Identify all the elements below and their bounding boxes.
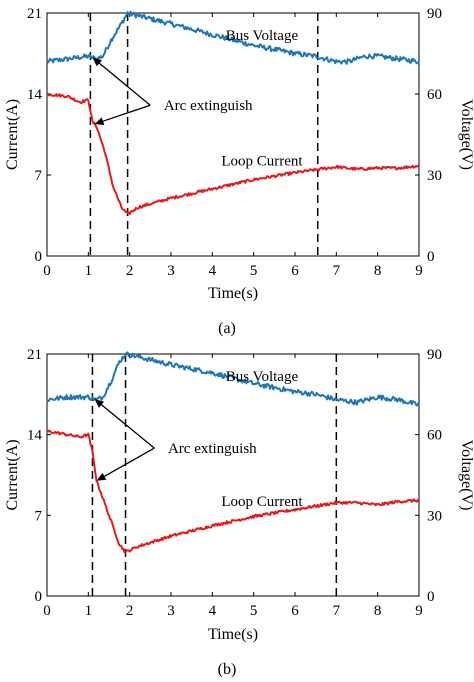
- x-tick-label: 6: [291, 263, 299, 279]
- annotation-arc-extinguish: Arc extinguish: [168, 441, 257, 457]
- x-tick-label: 6: [291, 603, 299, 619]
- y-right-tick-label: 90: [427, 6, 442, 22]
- loop-current-line: [46, 92, 420, 215]
- x-axis-label: Time(s): [208, 626, 258, 643]
- x-tick-label: 4: [209, 603, 217, 619]
- loop-current-line: [46, 429, 419, 554]
- y-left-tick-label: 7: [35, 168, 43, 184]
- y-right-tick-label: 0: [427, 589, 435, 605]
- y-right-tick-label: 90: [427, 347, 442, 363]
- annotation-arrowhead: [92, 57, 102, 67]
- panel-caption: (a): [218, 320, 236, 337]
- annotation-arrow: [101, 404, 155, 449]
- x-tick-label: 0: [43, 603, 51, 619]
- x-tick-label: 1: [85, 603, 93, 619]
- y-left-tick-label: 14: [27, 428, 43, 444]
- x-tick-label: 1: [85, 263, 93, 279]
- annotation-loop-current: Loop Current: [221, 494, 303, 510]
- x-tick-label: 3: [167, 263, 175, 279]
- bus-voltage-line: [46, 10, 420, 65]
- y-left-tick-label: 7: [35, 508, 43, 524]
- x-tick-label: 5: [250, 603, 258, 619]
- x-tick-label: 4: [209, 263, 217, 279]
- y-right-tick-label: 30: [427, 508, 442, 524]
- x-tick-label: 0: [43, 263, 51, 279]
- plot-frame: [46, 353, 420, 597]
- annotation-arrowhead: [94, 399, 105, 408]
- y-left-tick-label: 21: [27, 347, 42, 363]
- annotation-arrow: [102, 104, 151, 122]
- x-axis-label: Time(s): [208, 285, 258, 302]
- y-left-tick-label: 14: [27, 87, 43, 103]
- x-tick-label: 2: [126, 263, 134, 279]
- annotation-bus-voltage: Bus Voltage: [226, 28, 299, 44]
- y-left-axis-label: Current(A): [4, 439, 21, 510]
- x-tick-label: 8: [374, 603, 382, 619]
- bus-voltage-line: [46, 351, 420, 407]
- annotation-loop-current: Loop Current: [221, 154, 303, 170]
- x-tick-label: 3: [167, 603, 175, 619]
- y-right-tick-label: 30: [427, 168, 442, 184]
- y-right-tick-label: 60: [427, 87, 442, 103]
- x-tick-label: 9: [415, 263, 423, 279]
- chart-panel-1: 0 1 2 3 4 5 6 7 8 90714210306090Time(s)Current(A)…: [4, 6, 474, 337]
- x-tick-label: 2: [126, 603, 134, 619]
- y-right-axis-label: Voltage(V): [458, 440, 474, 511]
- annotation-arrowhead: [96, 472, 107, 481]
- y-left-tick-label: 0: [35, 589, 43, 605]
- annotation-arrowhead: [94, 117, 105, 125]
- y-right-tick-label: 60: [427, 428, 442, 444]
- chart-panel-2: 0 1 2 3 4 5 6 7 8 90714210306090Time(s)Current(A)…: [4, 347, 474, 678]
- plot-frame: [46, 12, 420, 257]
- annotation-bus-voltage: Bus Voltage: [226, 369, 299, 385]
- panel-caption: (b): [218, 661, 237, 678]
- annotation-arrow: [104, 447, 155, 477]
- annotation-arc-extinguish: Arc extinguish: [164, 98, 253, 114]
- x-tick-label: 5: [250, 263, 258, 279]
- x-tick-label: 7: [333, 603, 341, 619]
- y-right-axis-label: Voltage(V): [458, 99, 474, 170]
- annotation-arrow: [98, 62, 151, 106]
- x-tick-label: 7: [333, 263, 341, 279]
- x-tick-label: 8: [374, 263, 382, 279]
- y-right-tick-label: 0: [427, 249, 435, 265]
- y-left-tick-label: 0: [35, 249, 43, 265]
- y-left-tick-label: 21: [27, 6, 42, 22]
- y-left-axis-label: Current(A): [4, 99, 21, 170]
- x-tick-label: 9: [415, 603, 423, 619]
